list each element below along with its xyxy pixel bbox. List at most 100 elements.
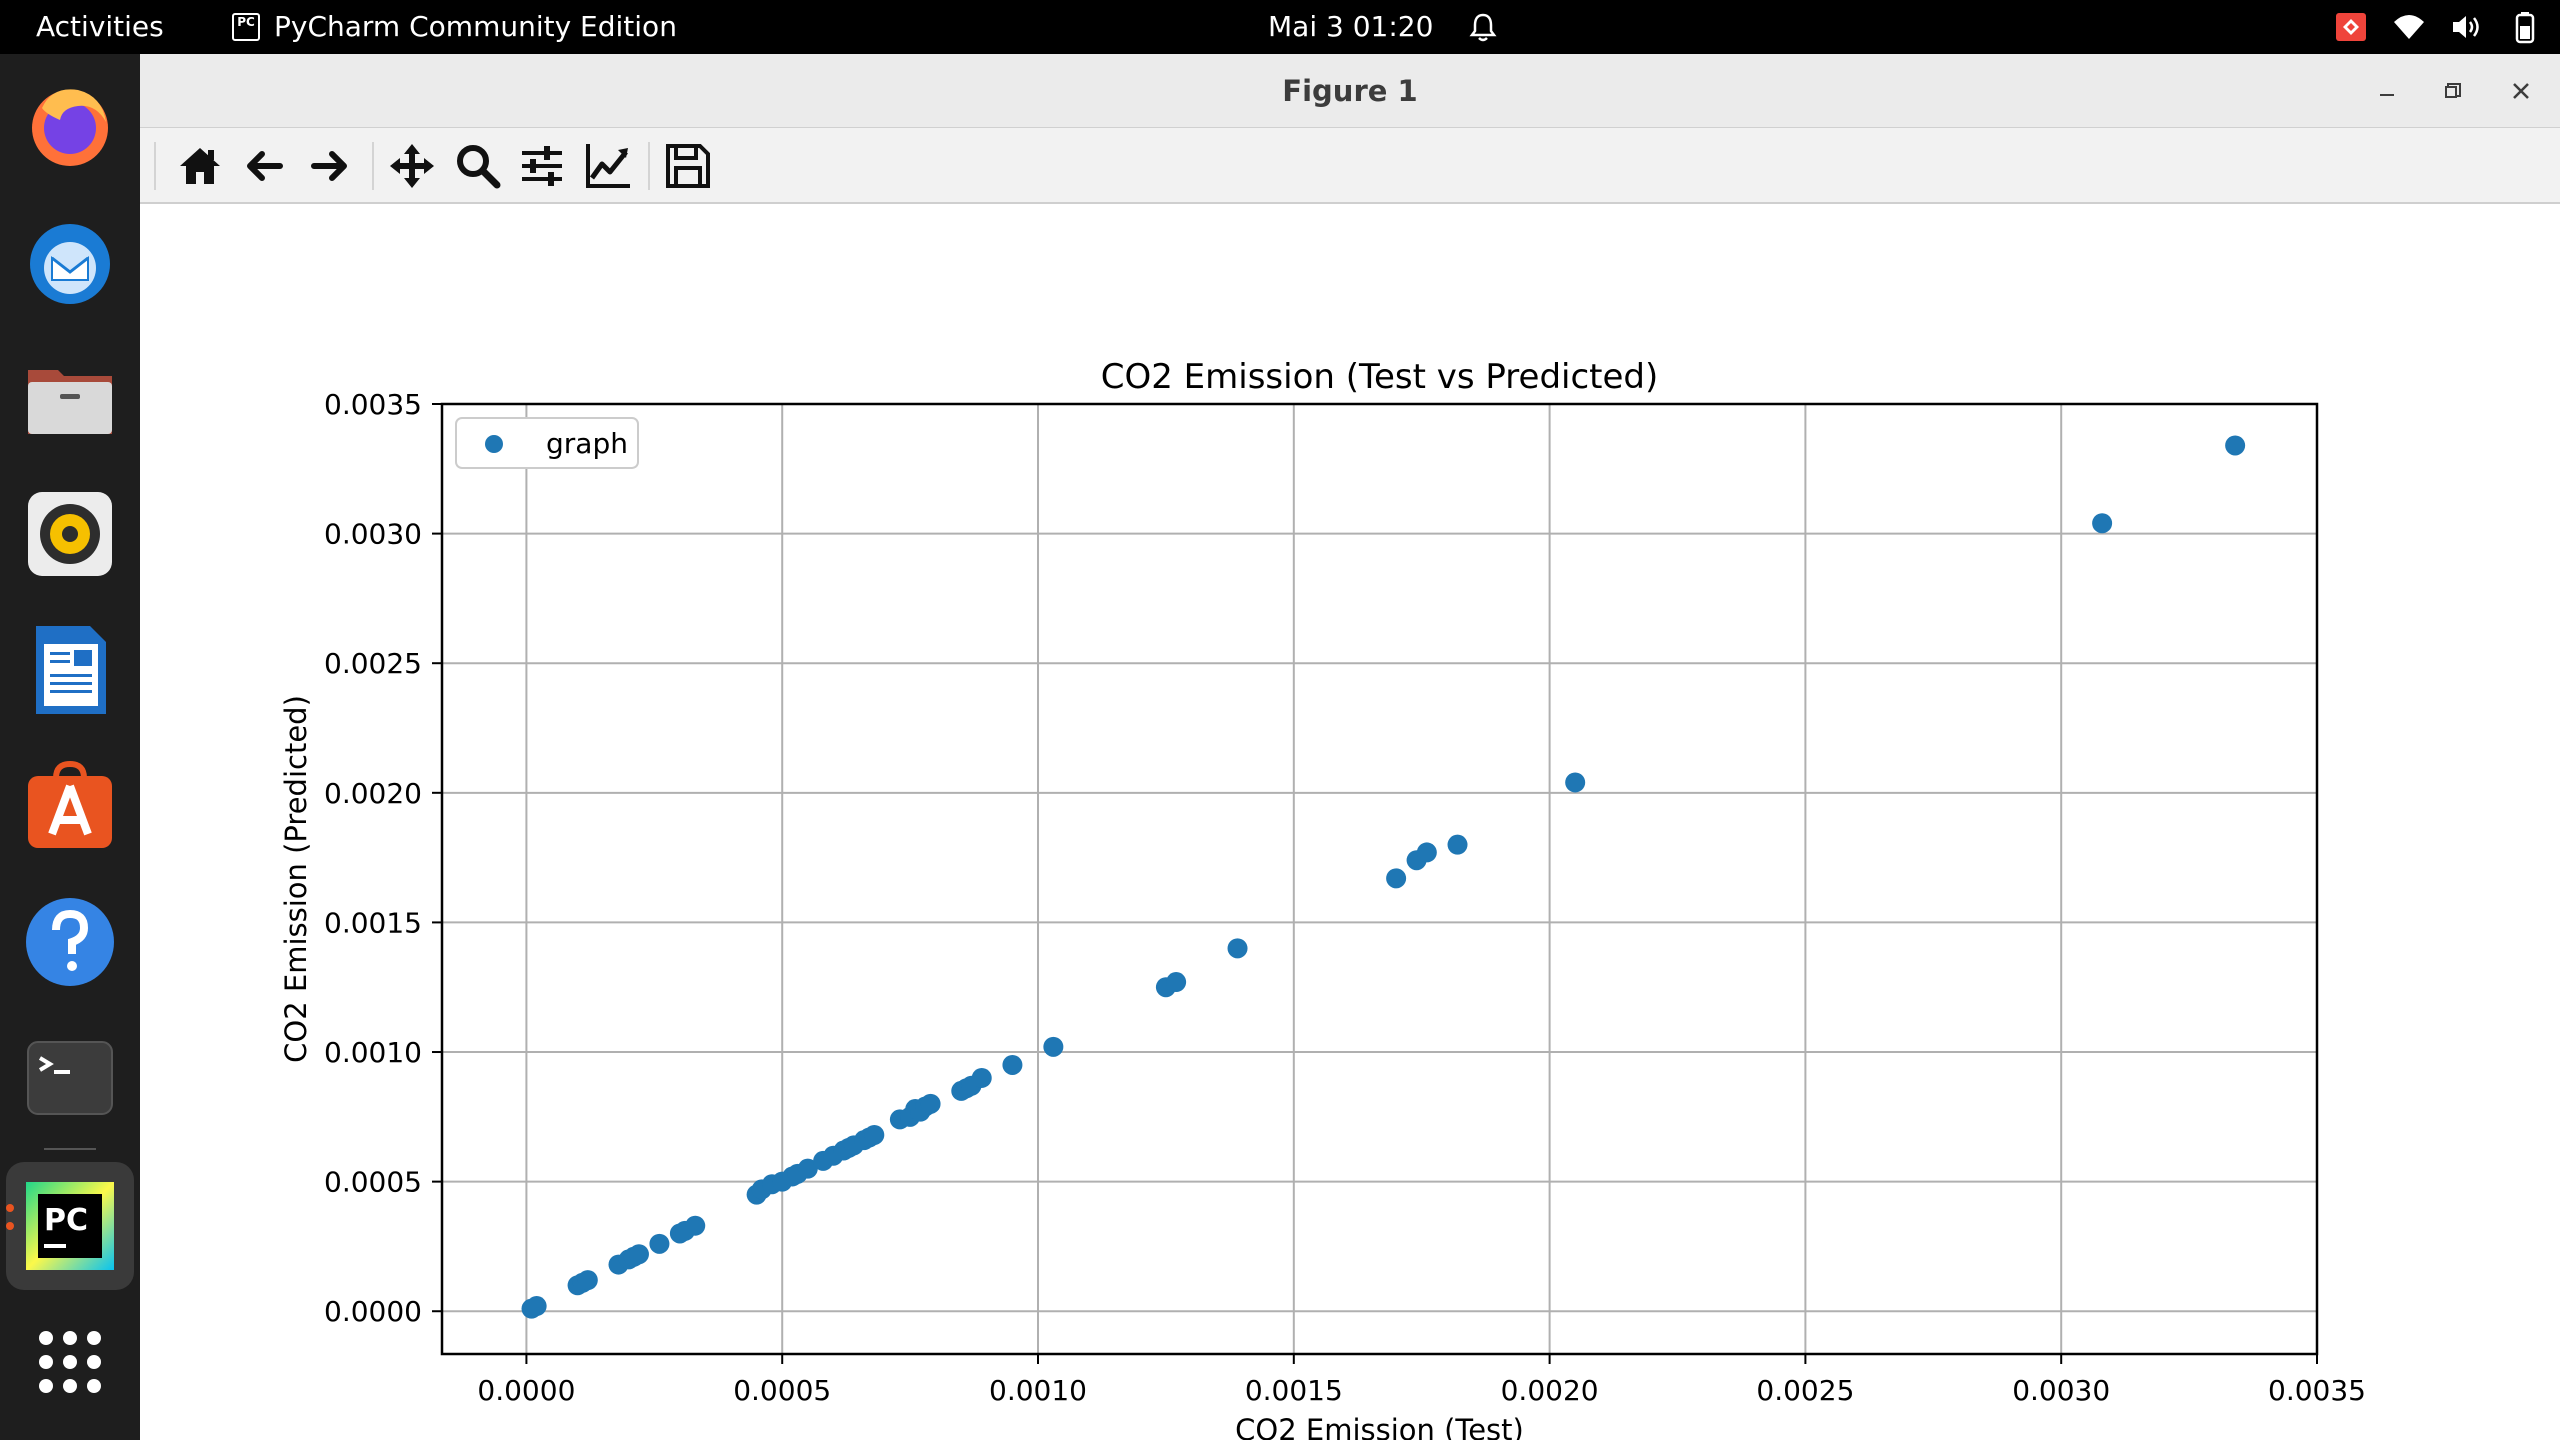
toolbar-handle bbox=[154, 142, 156, 190]
dock-separator bbox=[44, 1148, 96, 1150]
plot-title: CO2 Emission (Test vs Predicted) bbox=[1101, 357, 1659, 397]
figure-canvas[interactable]: 0.0000 0.0005 0.0010 0.0015 0.0020 0.0025 0.00… bbox=[140, 204, 2560, 1440]
data-point bbox=[1565, 772, 1586, 793]
x-tick-label: 0.0010 bbox=[989, 1374, 1087, 1407]
legend-marker bbox=[485, 435, 503, 453]
clock[interactable]: Mai 3 01:20 bbox=[1268, 10, 1434, 43]
data-point bbox=[864, 1124, 885, 1145]
forward-button[interactable] bbox=[304, 140, 356, 192]
y-tick-label: 0.0010 bbox=[324, 1036, 422, 1069]
x-tick-label: 0.0030 bbox=[2012, 1374, 2110, 1407]
dock-pycharm[interactable]: PC bbox=[22, 1178, 118, 1274]
scatter-points bbox=[521, 435, 2246, 1319]
data-point bbox=[1416, 842, 1437, 863]
window-title: Figure 1 bbox=[1282, 74, 1418, 108]
anydesk-icon[interactable] bbox=[2334, 10, 2368, 44]
y-tick-label: 0.0000 bbox=[324, 1295, 422, 1328]
home-button[interactable] bbox=[174, 140, 226, 192]
move-icon bbox=[390, 144, 434, 188]
thunderbird-icon bbox=[30, 224, 110, 304]
pan-button[interactable] bbox=[386, 140, 438, 192]
data-point bbox=[685, 1215, 706, 1236]
rhythmbox-icon bbox=[28, 492, 112, 576]
ticks: 0.0000 0.0005 0.0010 0.0015 0.0020 0.0025 0.00… bbox=[324, 388, 2366, 1407]
zoom-button[interactable] bbox=[452, 140, 504, 192]
y-tick-label: 0.0025 bbox=[324, 647, 422, 680]
files-icon bbox=[28, 370, 112, 434]
home-icon bbox=[180, 148, 220, 184]
x-tick-label: 0.0015 bbox=[1245, 1374, 1343, 1407]
close-icon[interactable] bbox=[2504, 74, 2538, 108]
arrow-right-icon bbox=[311, 151, 347, 181]
toolbar-separator bbox=[372, 142, 374, 190]
y-tick-label: 0.0015 bbox=[324, 906, 422, 939]
dock-thunderbird[interactable] bbox=[22, 214, 118, 310]
writer-icon bbox=[36, 626, 106, 714]
help-icon bbox=[26, 898, 114, 986]
legend: graph bbox=[455, 417, 639, 469]
bell-icon[interactable] bbox=[1466, 10, 1500, 44]
activities-button[interactable]: Activities bbox=[36, 10, 164, 43]
x-axis-title: CO2 Emission (Test) bbox=[1235, 1413, 1524, 1440]
x-tick-label: 0.0035 bbox=[2268, 1374, 2366, 1407]
volume-icon[interactable] bbox=[2450, 10, 2484, 44]
legend-label: graph bbox=[546, 427, 628, 460]
dock-rhythmbox[interactable] bbox=[22, 486, 118, 582]
window-titlebar[interactable]: Figure 1 bbox=[140, 54, 2560, 128]
data-point bbox=[2225, 435, 2246, 456]
edit-axis-button[interactable] bbox=[582, 140, 634, 192]
toolbar-separator bbox=[648, 142, 650, 190]
data-point bbox=[577, 1270, 598, 1291]
running-indicator bbox=[6, 1222, 14, 1230]
figure-window: Figure 1 bbox=[140, 54, 2560, 1440]
pycharm-app-icon[interactable]: PC bbox=[232, 13, 260, 41]
minimize-icon[interactable] bbox=[2370, 74, 2404, 108]
configure-subplots-button[interactable] bbox=[516, 140, 568, 192]
data-point bbox=[1447, 834, 1468, 855]
dock-libreoffice-writer[interactable] bbox=[22, 622, 118, 718]
sliders-icon bbox=[522, 146, 562, 186]
dock-help[interactable] bbox=[22, 894, 118, 990]
dock-ubuntu-software[interactable] bbox=[22, 758, 118, 854]
terminal-icon bbox=[27, 1041, 113, 1115]
running-indicator bbox=[6, 1204, 14, 1212]
data-point bbox=[2092, 513, 2113, 534]
y-tick-label: 0.0005 bbox=[324, 1166, 422, 1199]
dock-terminal[interactable] bbox=[22, 1030, 118, 1126]
data-point bbox=[1043, 1036, 1064, 1057]
firefox-icon bbox=[32, 89, 108, 166]
app-menu[interactable]: PyCharm Community Edition bbox=[274, 10, 677, 43]
magnifier-icon bbox=[457, 145, 501, 189]
data-point bbox=[971, 1067, 992, 1088]
x-tick-label: 0.0020 bbox=[1501, 1374, 1599, 1407]
data-point bbox=[649, 1233, 670, 1254]
y-tick-label: 0.0035 bbox=[324, 388, 422, 421]
pycharm-icon: PC bbox=[26, 1182, 114, 1270]
floppy-disk-icon bbox=[666, 144, 710, 188]
dock-show-applications[interactable] bbox=[22, 1314, 118, 1410]
x-tick-label: 0.0000 bbox=[477, 1374, 575, 1407]
legend-box bbox=[455, 417, 639, 469]
back-button[interactable] bbox=[238, 140, 290, 192]
save-button[interactable] bbox=[662, 140, 714, 192]
matplotlib-toolbar bbox=[140, 128, 2560, 204]
top-bar: Activities PC PyCharm Community Edition … bbox=[0, 0, 2560, 54]
data-point bbox=[1386, 868, 1407, 889]
pycharm-icon-label: PC bbox=[44, 1203, 88, 1238]
restore-icon[interactable] bbox=[2436, 74, 2470, 108]
system-tray[interactable] bbox=[2334, 10, 2542, 44]
dock-firefox[interactable] bbox=[22, 78, 118, 174]
dock-files[interactable] bbox=[22, 350, 118, 446]
x-tick-label: 0.0025 bbox=[1756, 1374, 1854, 1407]
y-tick-label: 0.0020 bbox=[324, 777, 422, 810]
battery-icon[interactable] bbox=[2508, 10, 2542, 44]
grid-lines bbox=[442, 403, 2318, 1354]
grid-icon bbox=[39, 1331, 101, 1393]
data-point bbox=[628, 1244, 649, 1265]
y-tick-label: 0.0030 bbox=[324, 518, 422, 551]
x-tick-label: 0.0005 bbox=[733, 1374, 831, 1407]
data-point bbox=[1002, 1054, 1023, 1075]
data-point bbox=[1227, 938, 1248, 959]
wifi-icon[interactable] bbox=[2392, 10, 2426, 44]
arrow-left-icon bbox=[247, 151, 283, 181]
